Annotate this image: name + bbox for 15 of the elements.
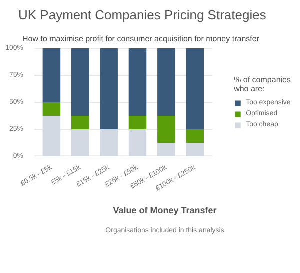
bar xyxy=(128,48,147,116)
bar xyxy=(186,130,204,143)
chart-title: UK Payment Companies Pricing Strategies xyxy=(18,8,267,22)
bar xyxy=(128,116,147,130)
bar xyxy=(42,102,61,116)
bar xyxy=(100,48,118,130)
bar xyxy=(72,48,90,116)
bar xyxy=(72,116,90,130)
bar xyxy=(42,48,61,102)
legend-title: % of companies who are: xyxy=(234,76,291,94)
chart-subtitle: How to maximise profit for consumer acquisition for money transfer xyxy=(22,34,260,44)
bar xyxy=(158,116,176,143)
x-axis-title: Value of Money Transfer xyxy=(113,206,218,216)
bar xyxy=(158,48,176,116)
bar xyxy=(186,48,204,130)
